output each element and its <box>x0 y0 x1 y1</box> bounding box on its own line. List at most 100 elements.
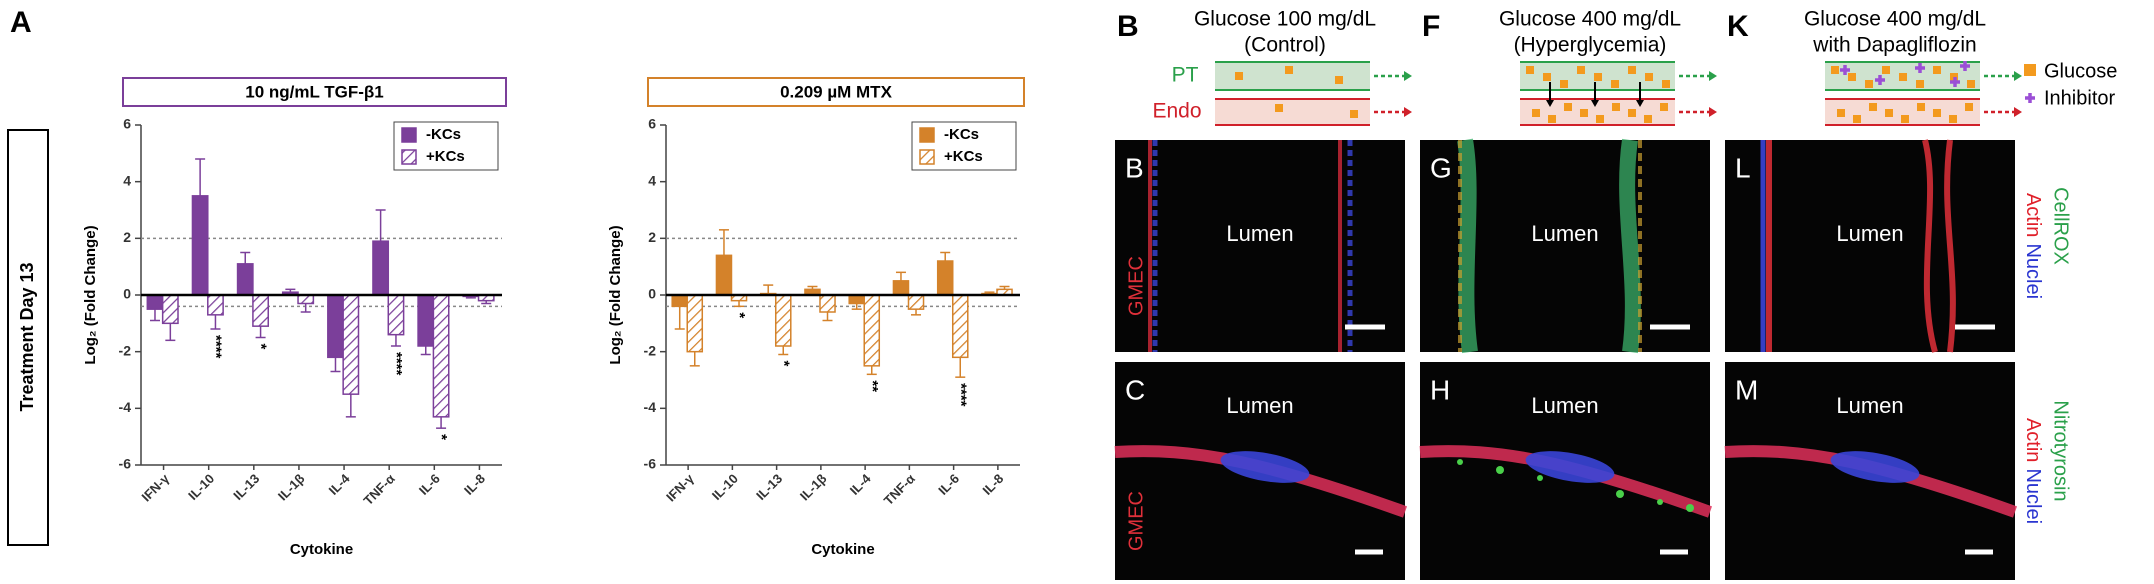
y-tick-label: -6 <box>119 456 132 472</box>
glucose-icon <box>1865 80 1873 88</box>
chart-title-box <box>647 77 1025 107</box>
nucleus-stain <box>1525 451 1615 483</box>
pt-border <box>1215 61 1370 91</box>
micrograph <box>1115 140 1405 352</box>
error-bar <box>689 351 700 367</box>
x-tick-label: IL-1β <box>797 471 830 504</box>
bar <box>951 294 969 359</box>
lumen-label: Lumen <box>1226 393 1293 418</box>
error-bar <box>851 303 862 310</box>
significance-label: * <box>253 344 270 350</box>
endo-border <box>1520 98 1675 126</box>
endo-border <box>1215 98 1370 126</box>
error-bar <box>149 309 160 322</box>
panel-label: K <box>1727 10 1749 43</box>
lumen-label: Lumen <box>1531 221 1598 246</box>
x-tick-label: IL-4 <box>847 470 874 497</box>
bar <box>191 195 209 296</box>
glucose-icon <box>1644 115 1652 123</box>
stain-label: Actin Nuclei <box>2022 193 2044 299</box>
nitrotyrosine-stain <box>1616 490 1624 498</box>
error-bar <box>911 309 922 316</box>
glucose-icon <box>1275 104 1283 112</box>
glucose-icon <box>1662 80 1670 88</box>
error-bar <box>240 251 251 264</box>
y-tick-label: -4 <box>119 399 132 415</box>
panel-heading: Glucose 400 mg/dL <box>1499 8 1681 31</box>
pt-border <box>1825 61 1980 91</box>
y-axis-label: Log₂ (Fold Change) <box>607 225 624 364</box>
stain-label: Actin Nuclei <box>2022 418 2044 524</box>
glucose-icon <box>1350 110 1358 118</box>
bar <box>907 294 925 310</box>
panel-heading: (Hyperglycemia) <box>1514 34 1667 57</box>
error-bar <box>807 285 818 290</box>
error-bar <box>420 346 431 356</box>
x-tick-label: IL-6 <box>416 471 443 498</box>
y-tick-label: 4 <box>123 172 131 188</box>
significance-label: * <box>731 312 748 318</box>
x-tick-label: IL-8 <box>979 471 1006 498</box>
panel-heading: with Dapagliflozin <box>1812 34 1976 57</box>
x-tick-label: IL-10 <box>185 471 217 503</box>
y-tick-label: -4 <box>644 399 657 415</box>
legend-swatch <box>919 149 935 165</box>
cell-type-label: GMEC <box>1125 256 1147 316</box>
legend-swatch <box>919 127 935 143</box>
bar <box>863 294 881 367</box>
error-bar <box>481 300 492 305</box>
significance-label: **** <box>388 352 405 376</box>
error-bar <box>718 229 729 256</box>
glucose-icon <box>1660 103 1668 111</box>
error-bar <box>375 209 386 242</box>
legend-glucose <box>2024 64 2036 76</box>
error-bar <box>763 284 774 294</box>
y-tick-label: 2 <box>123 229 131 245</box>
error-bar <box>165 323 176 342</box>
glucose-icon <box>1965 103 1973 111</box>
significance-label: * <box>775 361 792 367</box>
bar <box>342 294 360 395</box>
x-tick-label: IFN-γ <box>663 470 697 504</box>
chart-title-box <box>122 77 507 107</box>
inhibitor-icon <box>1960 61 1970 71</box>
glucose-icon <box>1949 115 1957 123</box>
lumen-label: Lumen <box>1531 393 1598 418</box>
panel-heading: (Control) <box>1244 34 1326 57</box>
pt-label: PT <box>1172 64 1199 87</box>
error-bar <box>436 416 447 429</box>
legend-swatch <box>401 149 417 165</box>
y-tick-label: -2 <box>644 342 657 358</box>
error-bar <box>255 326 266 339</box>
error-bar <box>999 285 1010 290</box>
legend-label: Inhibitor <box>2044 87 2115 109</box>
stain-name: Actin <box>2022 418 2044 462</box>
y-tick-label: -6 <box>644 456 657 472</box>
x-tick-label: IL-13 <box>753 471 785 503</box>
bar <box>387 294 405 336</box>
transport-arrowhead <box>1591 100 1599 107</box>
glucose-icon <box>1543 73 1551 81</box>
legend-label: +KCs <box>426 148 465 165</box>
endo-border <box>1825 98 1980 126</box>
glucose-icon <box>1917 103 1925 111</box>
inhibitor-icon <box>1915 63 1925 73</box>
error-bar <box>465 296 476 299</box>
nucleus-stain <box>1220 451 1310 483</box>
bar <box>297 294 315 305</box>
pt-border <box>1520 61 1675 91</box>
bar <box>848 294 865 305</box>
error-bar <box>210 314 221 330</box>
error-bar <box>866 365 877 376</box>
chart-title: 0.209 µM MTX <box>780 82 892 101</box>
significance-label: ** <box>864 380 881 392</box>
glucose-icon <box>1564 103 1572 111</box>
y-axis-label: Log₂ (Fold Change) <box>82 225 99 364</box>
cellrox-stain <box>1457 138 1641 354</box>
x-tick-label: IL-8 <box>461 471 488 498</box>
image-label: H <box>1430 374 1450 405</box>
glucose-icon <box>1532 109 1540 117</box>
error-bar <box>984 291 995 294</box>
glucose-icon <box>1594 73 1602 81</box>
